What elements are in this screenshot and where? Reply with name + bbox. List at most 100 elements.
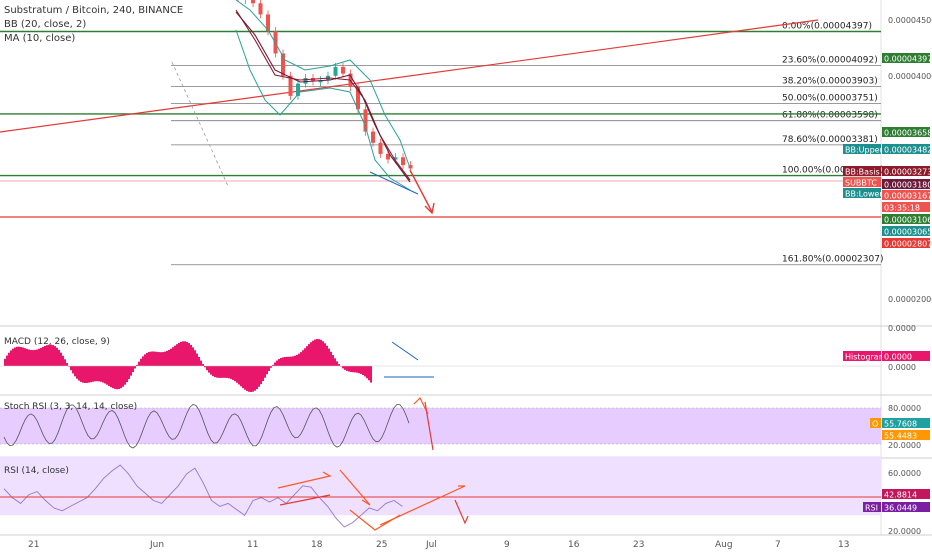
macd-hist-bar-161 bbox=[326, 346, 328, 366]
x-tick-label-6: 9 bbox=[504, 540, 510, 550]
macd-hist-bar-102 bbox=[208, 366, 210, 373]
macd-hist-bar-67 bbox=[138, 362, 140, 366]
macd-hist-bar-113 bbox=[230, 366, 232, 379]
price-tag-0: 0.00004397 bbox=[884, 55, 932, 64]
macd-hist-bar-142 bbox=[288, 357, 290, 366]
macd-hist-bar-14 bbox=[32, 350, 34, 366]
macd-hist-bar-109 bbox=[222, 366, 224, 378]
macd-hist-bar-146 bbox=[296, 355, 298, 366]
fib-label-2: 38.20%(0.00003903) bbox=[782, 77, 878, 87]
macd-hist-bar-8 bbox=[20, 347, 22, 366]
macd-hist-bar-111 bbox=[226, 366, 228, 378]
macd-hist-bar-51 bbox=[106, 366, 108, 385]
stoch-band bbox=[0, 408, 881, 444]
macd-hist-bar-52 bbox=[108, 366, 110, 386]
macd-hist-bar-55 bbox=[114, 366, 116, 389]
price-tag-5: 0.00003273 bbox=[884, 168, 932, 177]
macd-hist-bar-104 bbox=[212, 366, 214, 376]
macd-hist-bar-144 bbox=[292, 356, 294, 366]
x-tick-label-11: 13 bbox=[838, 540, 849, 550]
fib-label-3: 50.00%(0.00003751) bbox=[782, 94, 878, 104]
macd-hist-bar-68 bbox=[140, 359, 142, 366]
macd-hist-bar-160 bbox=[324, 343, 326, 366]
macd-hist-bar-53 bbox=[110, 366, 112, 387]
price-tag-3: 0.00003482 bbox=[884, 146, 932, 155]
macd-hist-bar-60 bbox=[124, 366, 126, 385]
macd-hist-bar-152 bbox=[308, 344, 310, 366]
price-tag-13: 0.00002807 bbox=[884, 240, 932, 249]
macd-hist-bar-18 bbox=[40, 348, 42, 366]
macd-hist-bar-46 bbox=[96, 366, 98, 381]
macd-hist-bar-39 bbox=[82, 366, 84, 383]
macd-hist-bar-164 bbox=[332, 355, 334, 366]
macd-hist-bar-95 bbox=[194, 350, 196, 366]
macd-hist-bar-145 bbox=[294, 356, 296, 366]
macd-hist-bar-26 bbox=[56, 348, 58, 366]
x-tick-label-1: Jun bbox=[149, 540, 164, 550]
fib-label-4: 61.80%(0.00003598) bbox=[782, 111, 878, 121]
macd-hist-bar-65 bbox=[134, 366, 136, 368]
price-tag-2: BB:Upper bbox=[845, 146, 884, 155]
x-tick-label-2: 11 bbox=[247, 540, 258, 550]
macd-hist-bar-87 bbox=[178, 343, 180, 366]
macd-hist-bar-149 bbox=[302, 350, 304, 366]
macd-hist-bar-94 bbox=[192, 347, 194, 366]
macd-hist-bar-140 bbox=[284, 357, 286, 366]
macd-hist-bar-120 bbox=[244, 366, 246, 390]
macd-hist-bar-171 bbox=[346, 366, 348, 371]
macd-hist-bar-17 bbox=[38, 349, 40, 366]
rsi-tick-0: 60.0000 bbox=[888, 469, 921, 478]
macd-hist-bar-7 bbox=[18, 347, 20, 366]
macd-hist-bar-96 bbox=[196, 354, 198, 366]
macd-hist-bar-158 bbox=[320, 340, 322, 366]
macd-hist-bar-38 bbox=[80, 366, 82, 382]
price-tag-10: 03:35:18 bbox=[884, 204, 920, 213]
macd-hist-bar-151 bbox=[306, 346, 308, 366]
macd-hist-bar-13 bbox=[30, 350, 32, 366]
rsi-tag-1: 36.0449 bbox=[884, 504, 917, 513]
macd-hist-bar-136 bbox=[276, 361, 278, 366]
macd-hist-bar-157 bbox=[318, 339, 320, 366]
macd-hist-bar-62 bbox=[128, 366, 130, 379]
macd-value-tag: 0.0000 bbox=[884, 353, 912, 362]
macd-hist-bar-79 bbox=[162, 352, 164, 366]
macd-hist-bar-6 bbox=[16, 347, 18, 366]
macd-hist-bar-175 bbox=[354, 366, 356, 372]
macd-hist-bar-5 bbox=[14, 347, 16, 366]
macd-hist-bar-70 bbox=[144, 354, 146, 366]
macd-hist-bar-85 bbox=[174, 346, 176, 366]
macd-hist-bar-91 bbox=[186, 342, 188, 366]
price-axis-tick-0: 0.00004500 bbox=[888, 16, 932, 25]
candle-3 bbox=[259, 3, 263, 14]
price-tag-9: 0.00003167 bbox=[884, 192, 932, 201]
macd-hist-bar-116 bbox=[236, 366, 238, 383]
macd-hist-bar-22 bbox=[48, 345, 50, 366]
header-ma: MA (10, close) bbox=[4, 33, 75, 44]
macd-hist-bar-49 bbox=[102, 366, 104, 382]
macd-hist-bar-128 bbox=[260, 366, 262, 384]
macd-hist-bar-129 bbox=[262, 366, 264, 381]
macd-hist-bar-163 bbox=[330, 352, 332, 366]
macd-hist-bar-42 bbox=[88, 366, 90, 383]
macd-hist-bar-154 bbox=[312, 341, 314, 366]
fib-label-5: 78.60%(0.00003381) bbox=[782, 135, 878, 145]
macd-hist-bar-138 bbox=[280, 358, 282, 366]
macd-hist-bar-114 bbox=[232, 366, 234, 380]
macd-hist-bar-121 bbox=[246, 366, 248, 391]
rsi-title: RSI (14, close) bbox=[4, 466, 69, 476]
macd-hist-bar-41 bbox=[86, 366, 88, 383]
candle-2 bbox=[251, 0, 255, 3]
candle-18 bbox=[371, 132, 375, 143]
macd-hist-bar-63 bbox=[130, 366, 132, 376]
macd-hist-bar-75 bbox=[154, 352, 156, 366]
macd-hist-bar-117 bbox=[238, 366, 240, 384]
macd-hist-bar-24 bbox=[52, 345, 54, 366]
macd-hist-bar-132 bbox=[268, 366, 270, 371]
macd-hist-bar-122 bbox=[248, 366, 250, 392]
macd-hist-bar-54 bbox=[112, 366, 114, 388]
macd-hist-bar-16 bbox=[36, 349, 38, 366]
macd-hist-bar-130 bbox=[264, 366, 266, 378]
rsi-band bbox=[0, 456, 881, 515]
